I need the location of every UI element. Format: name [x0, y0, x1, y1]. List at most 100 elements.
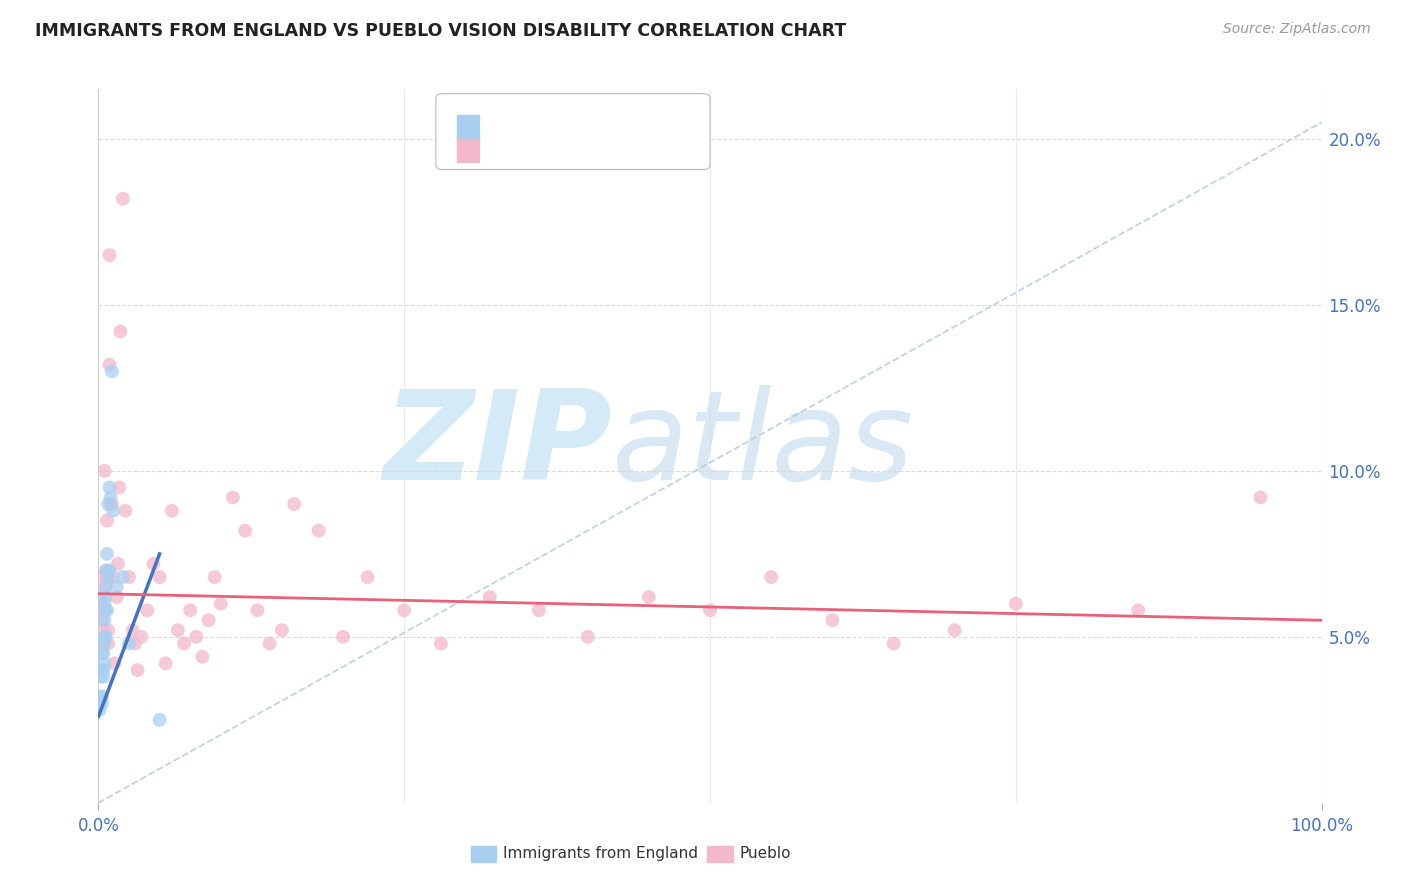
Point — [93, 636, 115, 650]
Point — [576, 630, 599, 644]
Point — [527, 603, 550, 617]
Point — [118, 636, 141, 650]
Point — [283, 497, 305, 511]
Point — [91, 670, 114, 684]
Point — [160, 504, 183, 518]
Text: Pueblo: Pueblo — [740, 847, 792, 861]
Point — [91, 624, 114, 638]
Point — [94, 590, 117, 604]
Point — [100, 497, 122, 511]
Text: ZIP: ZIP — [384, 385, 612, 507]
Point — [821, 613, 844, 627]
Point — [93, 630, 115, 644]
Point — [209, 597, 232, 611]
Point — [91, 636, 114, 650]
Point — [155, 657, 177, 671]
Point — [173, 636, 195, 650]
Point — [1004, 597, 1026, 611]
Point — [111, 192, 134, 206]
Point — [96, 564, 118, 578]
Point — [430, 636, 453, 650]
Point — [91, 663, 114, 677]
Point — [91, 696, 114, 710]
Text: R = -0.035   N = 68: R = -0.035 N = 68 — [491, 139, 641, 153]
Point — [101, 364, 124, 378]
Point — [356, 570, 378, 584]
Point — [111, 570, 134, 584]
Point — [96, 547, 118, 561]
Point — [93, 613, 115, 627]
Point — [89, 703, 111, 717]
Point — [96, 570, 118, 584]
Point — [110, 325, 132, 339]
Point — [118, 570, 141, 584]
Point — [94, 580, 117, 594]
Point — [90, 570, 112, 584]
Point — [392, 603, 416, 617]
Point — [97, 624, 120, 638]
Point — [94, 564, 117, 578]
Point — [94, 580, 117, 594]
Point — [91, 647, 114, 661]
Point — [246, 603, 269, 617]
Point — [233, 524, 256, 538]
Point — [91, 663, 114, 677]
Point — [91, 597, 114, 611]
Point — [179, 603, 201, 617]
Point — [91, 690, 114, 704]
Point — [97, 636, 120, 650]
Point — [149, 713, 172, 727]
Point — [90, 670, 112, 684]
Point — [142, 557, 165, 571]
Point — [136, 603, 159, 617]
Point — [91, 613, 114, 627]
Point — [259, 636, 281, 650]
Point — [943, 624, 966, 638]
Point — [127, 663, 149, 677]
Point — [270, 624, 294, 638]
Point — [114, 504, 136, 518]
Point — [91, 647, 114, 661]
Point — [108, 481, 131, 495]
Point — [93, 603, 115, 617]
Point — [129, 630, 152, 644]
Point — [101, 497, 124, 511]
Point — [97, 497, 120, 511]
Point — [107, 557, 129, 571]
Point — [332, 630, 354, 644]
Point — [699, 603, 721, 617]
Point — [98, 248, 121, 262]
Point — [96, 514, 118, 528]
Text: atlas: atlas — [612, 385, 914, 507]
Point — [105, 590, 128, 604]
Point — [97, 570, 120, 584]
Point — [167, 624, 190, 638]
Point — [638, 590, 661, 604]
Point — [105, 580, 128, 594]
Point — [89, 603, 111, 617]
Point — [1249, 491, 1271, 505]
Point — [93, 597, 115, 611]
Point — [186, 630, 208, 644]
Text: Immigrants from England: Immigrants from England — [503, 847, 699, 861]
Point — [222, 491, 245, 505]
Point — [98, 481, 121, 495]
Point — [883, 636, 905, 650]
Point — [96, 603, 118, 617]
Point — [149, 570, 172, 584]
Text: Source: ZipAtlas.com: Source: ZipAtlas.com — [1223, 22, 1371, 37]
Point — [103, 657, 125, 671]
Point — [124, 636, 146, 650]
Point — [93, 464, 115, 478]
Text: R =  0.390   N = 34: R = 0.390 N = 34 — [491, 110, 640, 124]
Point — [101, 570, 124, 584]
Point — [191, 649, 214, 664]
Point — [94, 603, 117, 617]
Point — [94, 630, 117, 644]
Point — [101, 504, 124, 518]
Point — [761, 570, 783, 584]
Point — [1128, 603, 1150, 617]
Point — [478, 590, 501, 604]
Point — [308, 524, 330, 538]
Point — [121, 624, 143, 638]
